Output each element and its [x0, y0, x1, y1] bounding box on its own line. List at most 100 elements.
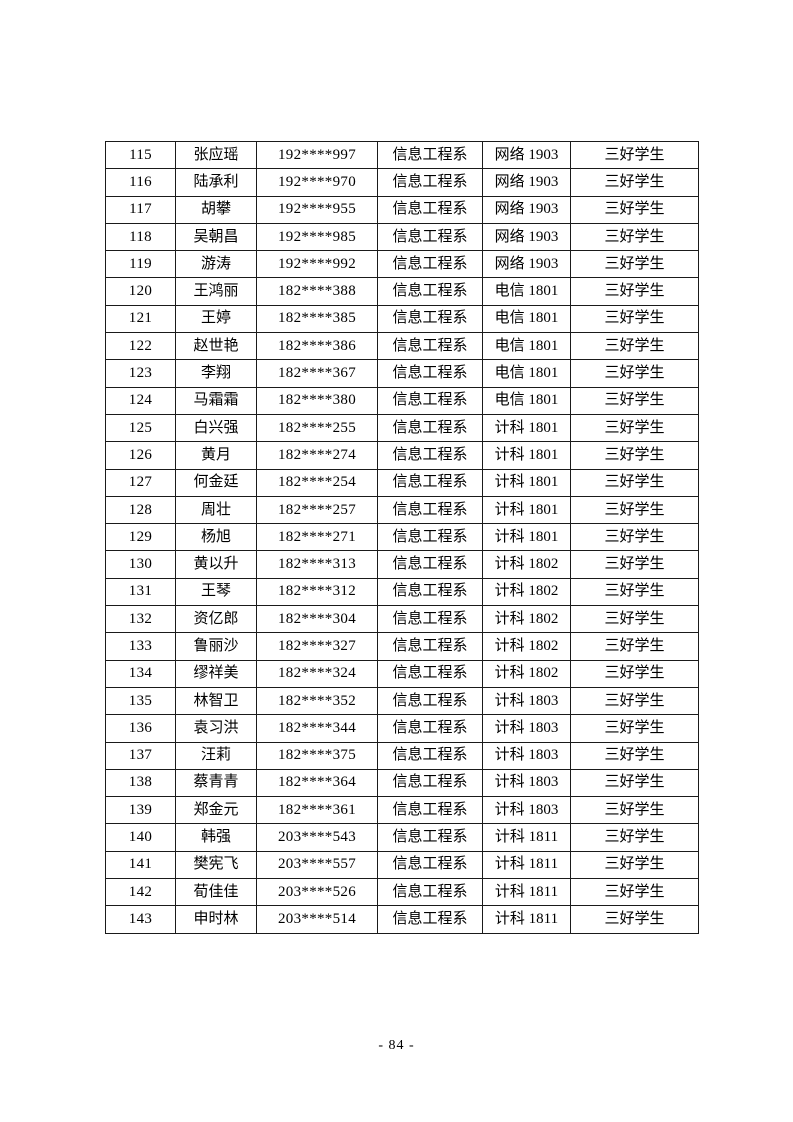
cell-no: 134	[105, 659, 176, 688]
cell-department: 信息工程系	[377, 468, 483, 497]
cell-no: 138	[105, 768, 176, 798]
cell-class_name: 计科 1803	[482, 768, 571, 798]
cell-student_id: 182****304	[256, 605, 378, 634]
table-row: 141 樊宪飞 203****557 信息工程系 计科 1811 三好学生	[105, 850, 699, 880]
cell-name: 杨旭	[175, 523, 257, 552]
cell-award: 三好学生	[570, 140, 699, 170]
cell-student_id: 192****997	[256, 140, 378, 170]
cell-name: 张应瑶	[175, 140, 257, 170]
cell-department: 信息工程系	[377, 659, 483, 688]
table-row: 119 游涛 192****992 信息工程系 网络 1903 三好学生	[105, 250, 699, 279]
cell-student_id: 182****367	[256, 359, 378, 388]
table-row: 129 杨旭 182****271 信息工程系 计科 1801 三好学生	[105, 523, 699, 552]
cell-no: 116	[105, 168, 176, 197]
cell-award: 三好学生	[570, 605, 699, 634]
cell-name: 韩强	[175, 823, 257, 852]
cell-student_id: 182****380	[256, 386, 378, 415]
table-row: 142 荀佳佳 203****526 信息工程系 计科 1811 三好学生	[105, 878, 699, 907]
cell-name: 资亿郎	[175, 605, 257, 634]
cell-department: 信息工程系	[377, 686, 483, 716]
table-row: 138 蔡青青 182****364 信息工程系 计科 1803 三好学生	[105, 768, 699, 798]
cell-no: 119	[105, 250, 176, 279]
cell-department: 信息工程系	[377, 195, 483, 224]
cell-award: 三好学生	[570, 250, 699, 279]
cell-name: 袁习洪	[175, 714, 257, 743]
cell-name: 李翔	[175, 359, 257, 388]
table-row: 120 王鸿丽 182****388 信息工程系 电信 1801 三好学生	[105, 277, 699, 306]
cell-student_id: 182****344	[256, 714, 378, 743]
cell-student_id: 203****543	[256, 823, 378, 852]
cell-class_name: 计科 1811	[482, 823, 571, 852]
cell-department: 信息工程系	[377, 550, 483, 579]
cell-award: 三好学生	[570, 741, 699, 770]
cell-award: 三好学生	[570, 413, 699, 443]
cell-department: 信息工程系	[377, 413, 483, 443]
table-row: 126 黄月 182****274 信息工程系 计科 1801 三好学生	[105, 441, 699, 470]
cell-name: 吴朝昌	[175, 222, 257, 252]
cell-class_name: 计科 1802	[482, 659, 571, 688]
cell-no: 133	[105, 632, 176, 661]
cell-department: 信息工程系	[377, 332, 483, 361]
cell-name: 王婷	[175, 304, 257, 334]
cell-department: 信息工程系	[377, 441, 483, 470]
cell-class_name: 计科 1803	[482, 796, 571, 825]
table-row: 137 汪莉 182****375 信息工程系 计科 1803 三好学生	[105, 741, 699, 770]
cell-department: 信息工程系	[377, 796, 483, 825]
cell-class_name: 网络 1903	[482, 168, 571, 197]
cell-award: 三好学生	[570, 878, 699, 907]
cell-class_name: 计科 1802	[482, 577, 571, 607]
cell-student_id: 192****955	[256, 195, 378, 224]
cell-class_name: 计科 1801	[482, 495, 571, 525]
cell-no: 140	[105, 823, 176, 852]
cell-class_name: 电信 1801	[482, 359, 571, 388]
cell-department: 信息工程系	[377, 605, 483, 634]
cell-name: 林智卫	[175, 686, 257, 716]
table-row: 124 马霜霜 182****380 信息工程系 电信 1801 三好学生	[105, 386, 699, 415]
cell-class_name: 计科 1802	[482, 550, 571, 579]
cell-department: 信息工程系	[377, 905, 483, 934]
cell-student_id: 203****526	[256, 878, 378, 907]
cell-student_id: 182****271	[256, 523, 378, 552]
cell-class_name: 计科 1803	[482, 741, 571, 770]
cell-award: 三好学生	[570, 304, 699, 334]
cell-no: 122	[105, 332, 176, 361]
table-body: 115 张应瑶 192****997 信息工程系 网络 1903 三好学生 116 陆承利 19…	[105, 140, 699, 934]
table-row: 140 韩强 203****543 信息工程系 计科 1811 三好学生	[105, 823, 699, 852]
cell-name: 何金廷	[175, 468, 257, 497]
cell-department: 信息工程系	[377, 632, 483, 661]
cell-class_name: 计科 1811	[482, 878, 571, 907]
cell-student_id: 192****970	[256, 168, 378, 197]
cell-name: 王琴	[175, 577, 257, 607]
cell-class_name: 网络 1903	[482, 222, 571, 252]
cell-student_id: 182****385	[256, 304, 378, 334]
cell-award: 三好学生	[570, 222, 699, 252]
cell-name: 樊宪飞	[175, 850, 257, 880]
cell-class_name: 计科 1801	[482, 523, 571, 552]
cell-student_id: 182****375	[256, 741, 378, 770]
cell-award: 三好学生	[570, 577, 699, 607]
cell-name: 马霜霜	[175, 386, 257, 415]
cell-name: 申时林	[175, 905, 257, 934]
cell-class_name: 电信 1801	[482, 304, 571, 334]
cell-student_id: 182****327	[256, 632, 378, 661]
cell-award: 三好学生	[570, 768, 699, 798]
cell-department: 信息工程系	[377, 140, 483, 170]
cell-name: 汪莉	[175, 741, 257, 770]
cell-award: 三好学生	[570, 905, 699, 934]
cell-department: 信息工程系	[377, 823, 483, 852]
cell-student_id: 182****313	[256, 550, 378, 579]
cell-name: 陆承利	[175, 168, 257, 197]
table-row: 132 资亿郎 182****304 信息工程系 计科 1802 三好学生	[105, 605, 699, 634]
cell-award: 三好学生	[570, 468, 699, 497]
cell-no: 126	[105, 441, 176, 470]
cell-department: 信息工程系	[377, 386, 483, 415]
cell-class_name: 计科 1803	[482, 686, 571, 716]
cell-class_name: 电信 1801	[482, 332, 571, 361]
table-row: 122 赵世艳 182****386 信息工程系 电信 1801 三好学生	[105, 332, 699, 361]
cell-no: 130	[105, 550, 176, 579]
cell-award: 三好学生	[570, 332, 699, 361]
cell-name: 胡攀	[175, 195, 257, 224]
cell-student_id: 182****386	[256, 332, 378, 361]
cell-department: 信息工程系	[377, 359, 483, 388]
